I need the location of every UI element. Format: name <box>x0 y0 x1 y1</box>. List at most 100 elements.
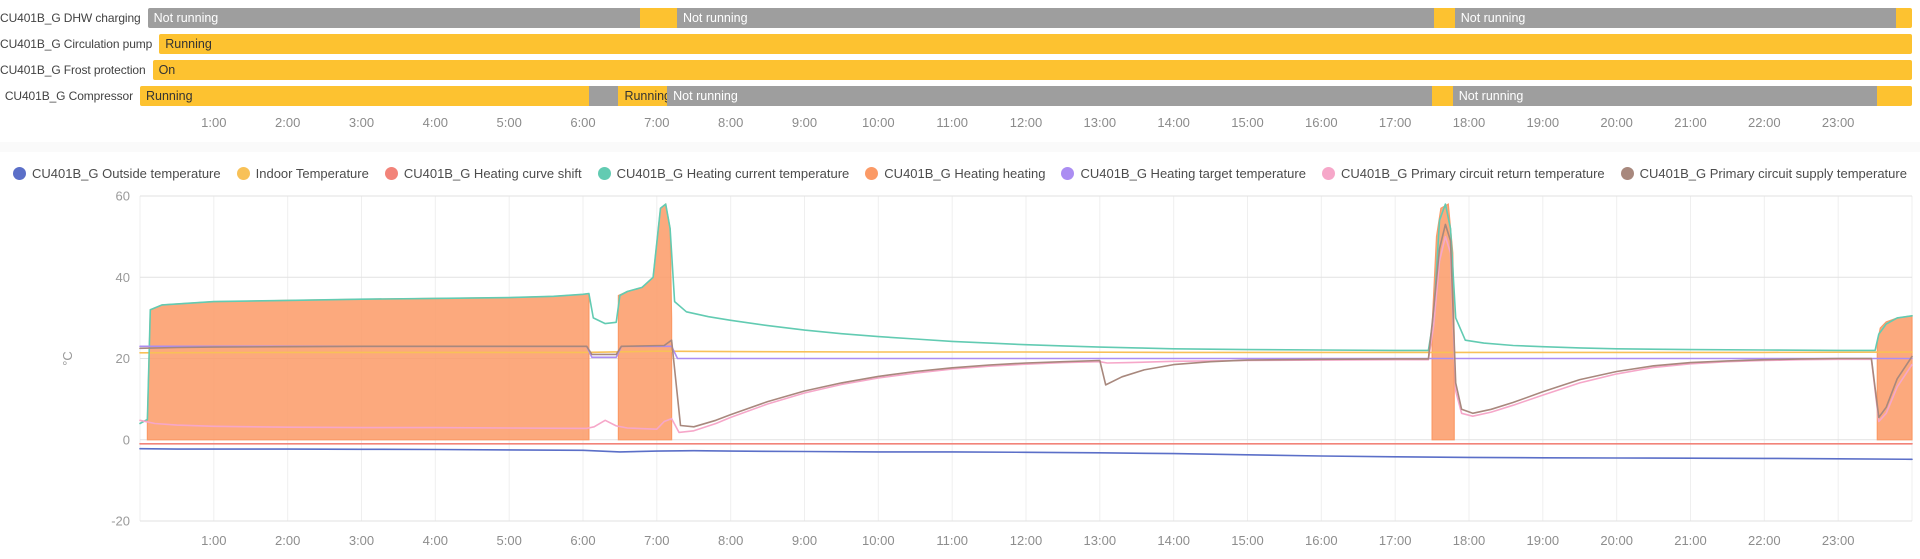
series-name: CU401B_G Heating curve shift <box>403 165 582 181</box>
time-axis-label: 21:00 <box>1674 115 1707 130</box>
time-axis-label: 23:00 <box>1821 115 1855 130</box>
chart-legend: CU401B_G Outside temperature Indoor Tempe… <box>0 160 1920 186</box>
time-axis-label: 12:00 <box>1009 115 1043 130</box>
time-axis-label: 17:00 <box>1378 115 1412 130</box>
x-axis-tick-label: 14:00 <box>1157 533 1190 548</box>
timeline-segment[interactable]: Not running <box>667 86 1433 106</box>
timeline-segment[interactable] <box>1895 8 1912 28</box>
x-axis-tick-label: 9:00 <box>792 533 817 548</box>
x-axis-tick-label: 1:00 <box>201 533 226 548</box>
timeline-segment[interactable]: Running <box>140 86 589 106</box>
series-color-dot <box>597 166 611 180</box>
x-axis-tick-label: 2:00 <box>275 533 300 548</box>
time-axis-label: 19:00 <box>1526 115 1560 130</box>
legend-item[interactable]: CU401B_G Primary circuit return temperat… <box>1321 165 1605 181</box>
series-color-dot <box>236 166 250 180</box>
entity-name-label: CU401B_G Circulation pump <box>0 37 153 51</box>
x-axis-tick-label: 4:00 <box>423 533 448 548</box>
series-name: CU401B_G Heating heating <box>884 165 1046 181</box>
state-label: Running <box>146 89 193 103</box>
state-label: Not running <box>1458 89 1524 103</box>
series-name: CU401B_G Primary circuit return temperat… <box>1340 165 1605 181</box>
y-axis-tick-label: -20 <box>111 514 130 529</box>
x-axis-tick-label: 3:00 <box>349 533 374 548</box>
time-axis-label: 13:00 <box>1083 115 1117 130</box>
legend-item[interactable]: CU401B_G Outside temperature <box>13 166 221 181</box>
x-axis-tick-label: 17:00 <box>1379 533 1412 548</box>
timeline-segment[interactable]: Not running <box>1454 8 1896 28</box>
x-axis-tick-label: 11:00 <box>936 533 968 548</box>
state-label: On <box>158 63 176 77</box>
timeline-segment[interactable]: Not running <box>1452 86 1878 106</box>
panel-divider <box>0 142 1920 152</box>
x-axis-tick-label: 15:00 <box>1231 533 1264 548</box>
series-area <box>617 203 673 441</box>
timeline-time-axis: 1:00 2:00 3:00 4:00 5:00 6:00 7:00 8:00 9:00 10:0… <box>0 109 1920 141</box>
x-axis-tick-label: 12:00 <box>1010 533 1043 548</box>
timeline-row: CU401B_G Circulation pump Running <box>0 31 1920 57</box>
x-axis-tick-label: 10:00 <box>862 533 895 548</box>
time-axis-label: 16:00 <box>1305 115 1338 130</box>
series-name: CU401B_G Outside temperature <box>32 165 221 181</box>
series-name: CU401B_G Heating current temperature <box>616 165 850 181</box>
legend-item[interactable]: CU401B_G Heating heating <box>865 166 1045 181</box>
time-axis-label: 1:00 <box>201 115 227 130</box>
legend-item[interactable]: Indoor Temperature <box>236 165 369 181</box>
timeline-row: CU401B_G Compressor Running Running Not run… <box>0 83 1920 109</box>
timeline-bar: Not running Not running Not running <box>147 8 1912 28</box>
time-axis-label: 15:00 <box>1231 115 1264 130</box>
timeline-segment[interactable]: Running <box>159 34 1912 54</box>
time-axis-label: 5:00 <box>496 115 522 130</box>
state-label: Not running <box>1460 11 1526 25</box>
y-axis-tick-label: 0 <box>123 432 130 447</box>
timeline-segment[interactable] <box>1432 86 1453 106</box>
legend-item[interactable]: CU401B_G Heating target temperature <box>1061 166 1306 181</box>
series-area <box>1876 315 1913 441</box>
x-axis-tick-label: 20:00 <box>1600 533 1633 548</box>
legend-item[interactable]: CU401B_G Heating curve shift <box>384 165 582 181</box>
timeline-segment[interactable]: Running <box>618 86 668 106</box>
time-axis-label: 7:00 <box>644 115 670 130</box>
series-area <box>146 292 590 441</box>
timeline-axis-track: 1:00 2:00 3:00 4:00 5:00 6:00 7:00 8:00 9:00 10:0… <box>140 115 1912 135</box>
series-line <box>139 203 1913 425</box>
x-axis-tick-label: 19:00 <box>1527 533 1560 548</box>
state-timeline-panel: CU401B_G DHW charging Not running Not runn… <box>0 0 1920 142</box>
time-axis-label: 10:00 <box>862 115 895 130</box>
series-color-dot <box>13 166 27 180</box>
entity-name-label: CU401B_G Compressor <box>4 89 133 103</box>
temperature-chart-panel: CU401B_G Outside temperature Indoor Tempe… <box>0 152 1920 559</box>
state-label: Not running <box>682 11 748 25</box>
timeline-segment[interactable] <box>1877 86 1912 106</box>
timeline-segment[interactable] <box>1434 8 1455 28</box>
series-line <box>139 235 1913 434</box>
series-line <box>139 350 1913 354</box>
x-axis-tick-label: 23:00 <box>1822 533 1855 548</box>
legend-item[interactable]: CU401B_G Heating current temperature <box>597 165 850 181</box>
time-axis-label: 18:00 <box>1452 115 1486 130</box>
series-line <box>139 223 1913 428</box>
x-axis-tick-label: 18:00 <box>1453 533 1486 548</box>
time-axis-label: 4:00 <box>422 115 448 130</box>
legend-item[interactable]: CU401B_G Primary circuit supply temperat… <box>1620 166 1907 181</box>
series-name: Indoor Temperature <box>255 165 369 181</box>
time-axis-label: 20:00 <box>1600 115 1633 130</box>
timeline-bar: Running <box>159 34 1912 54</box>
entity-name-label: CU401B_G Frost protection <box>0 63 146 77</box>
x-axis-tick-label: 7:00 <box>644 533 669 548</box>
x-axis-tick-label: 6:00 <box>570 533 595 548</box>
time-axis-label: 3:00 <box>348 115 375 130</box>
series-line <box>139 447 1913 461</box>
timeline-segment[interactable] <box>588 86 619 106</box>
timeline-segment[interactable]: Not running <box>147 8 641 28</box>
state-label: Running <box>624 89 668 103</box>
time-axis-label: 6:00 <box>570 115 596 130</box>
timeline-segment[interactable]: Not running <box>676 8 1435 28</box>
timeline-bar: Running Running Not running Not running <box>140 86 1912 106</box>
x-axis-tick-label: 16:00 <box>1305 533 1338 548</box>
temperature-chart[interactable]: -20 0 20 40 60 °C 1:00 2:00 3:00 4:00 5:00 6:00 7:00… <box>0 186 1920 559</box>
timeline-segment[interactable]: On <box>152 60 1912 80</box>
series-color-dot <box>1061 166 1075 180</box>
timeline-segment[interactable] <box>640 8 677 28</box>
y-axis-tick-label: 20 <box>116 351 130 366</box>
